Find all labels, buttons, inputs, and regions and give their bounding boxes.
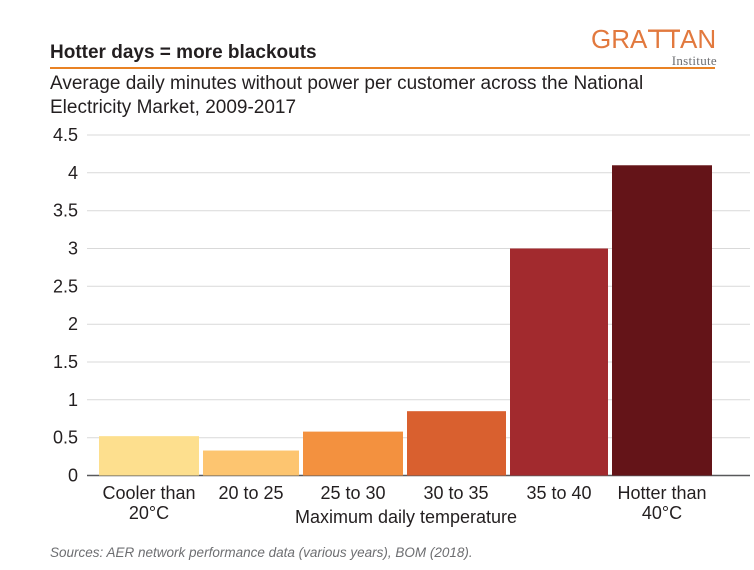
svg-text:35 to 40: 35 to 40	[526, 483, 591, 503]
svg-text:0.5: 0.5	[53, 428, 78, 448]
svg-text:Hotter than: Hotter than	[617, 483, 706, 503]
svg-text:1.5: 1.5	[53, 352, 78, 372]
svg-text:Maximum daily temperature: Maximum daily temperature	[295, 507, 517, 527]
svg-text:20°C: 20°C	[129, 503, 169, 523]
svg-text:Sources: AER network performan: Sources: AER network performance data (v…	[50, 545, 473, 560]
svg-text:40°C: 40°C	[642, 503, 682, 523]
svg-text:20 to 25: 20 to 25	[218, 483, 283, 503]
svg-text:Cooler than: Cooler than	[102, 483, 195, 503]
svg-text:25 to 30: 25 to 30	[320, 483, 385, 503]
svg-text:1: 1	[68, 390, 78, 410]
svg-text:30 to 35: 30 to 35	[423, 483, 488, 503]
svg-text:3: 3	[68, 239, 78, 259]
svg-text:4.5: 4.5	[53, 125, 78, 145]
svg-text:2: 2	[68, 314, 78, 334]
svg-text:3.5: 3.5	[53, 201, 78, 221]
svg-text:0: 0	[68, 466, 78, 486]
svg-text:4: 4	[68, 163, 78, 183]
svg-text:2.5: 2.5	[53, 276, 78, 296]
